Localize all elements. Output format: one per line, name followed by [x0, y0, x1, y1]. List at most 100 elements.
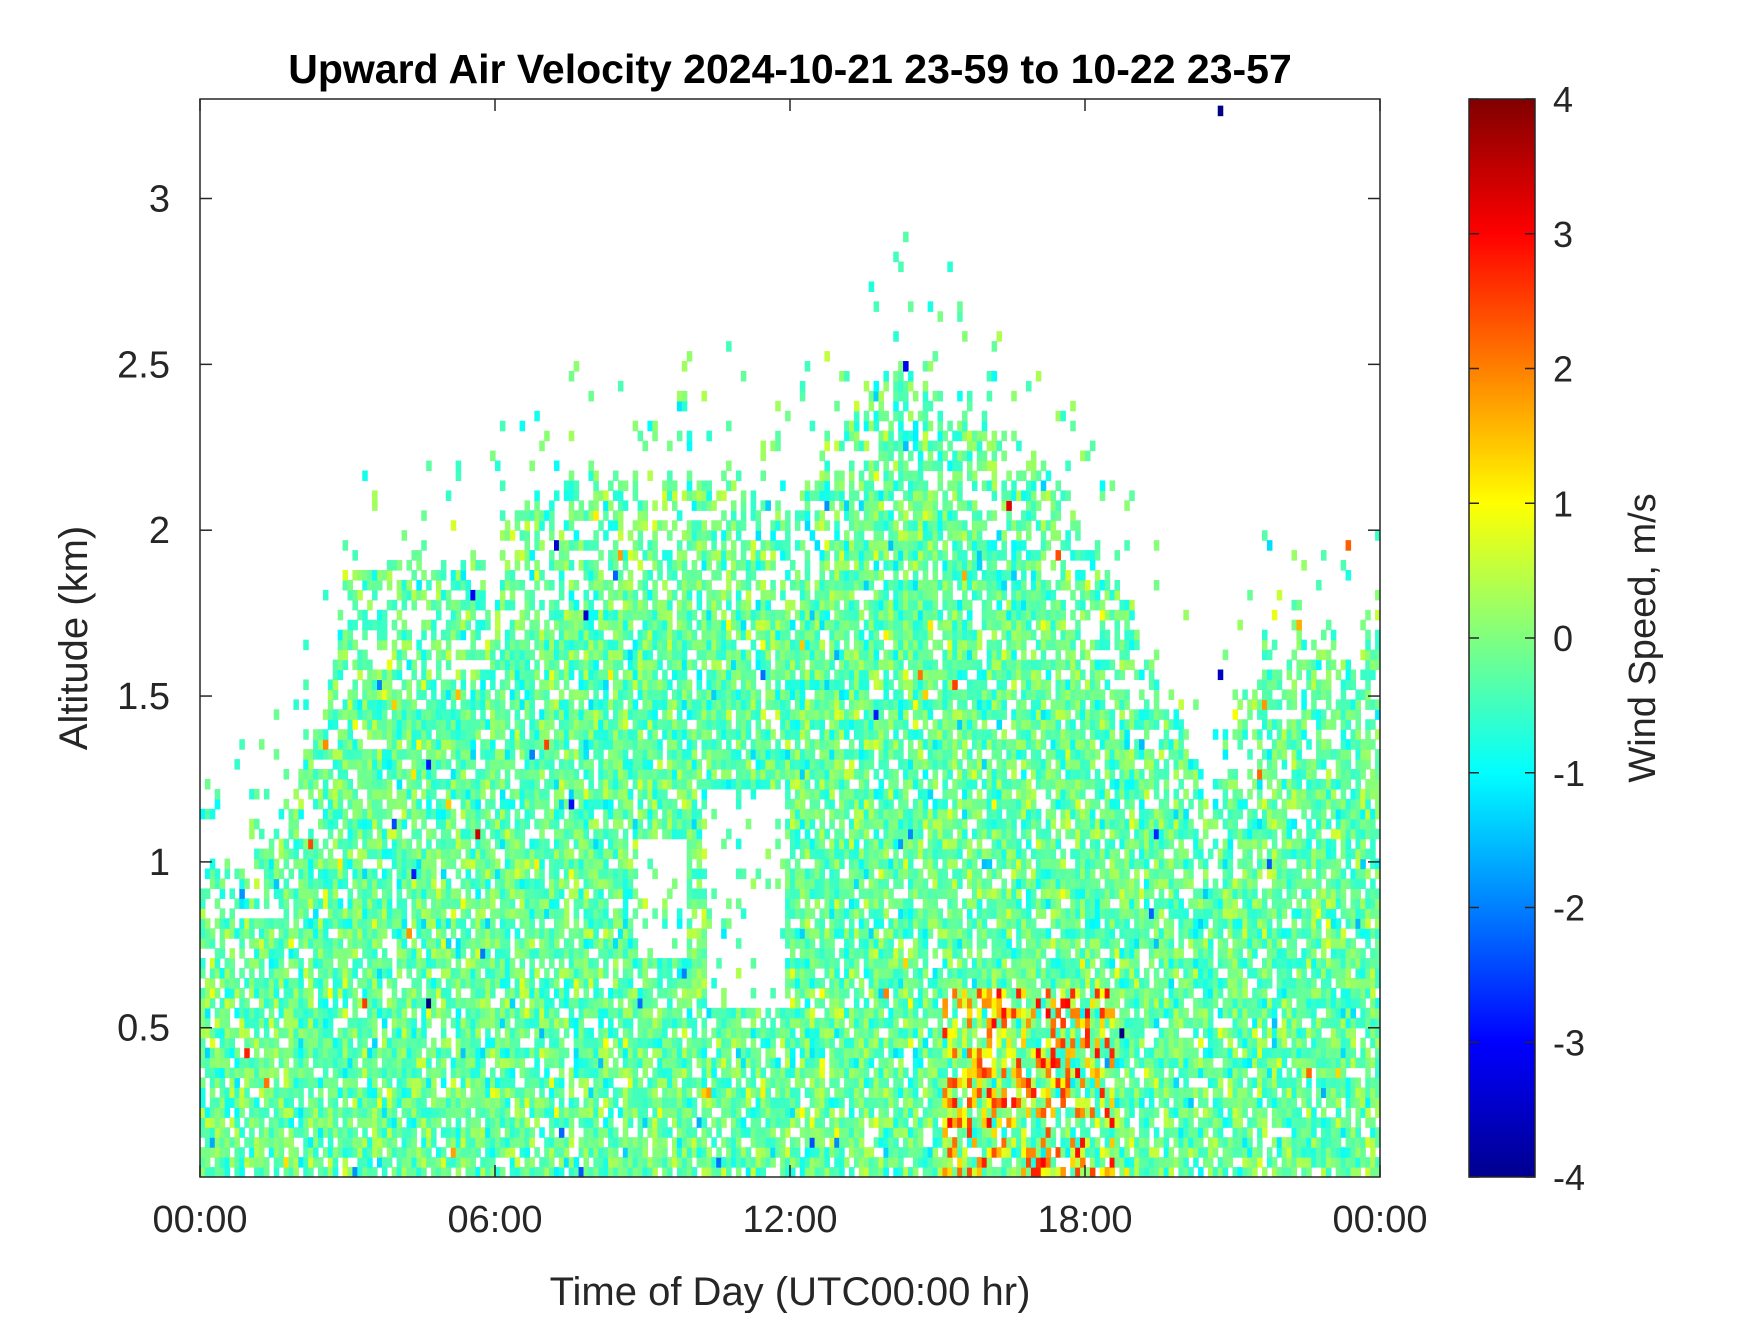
heatmap-cell: [554, 669, 560, 681]
heatmap-cell: [362, 649, 368, 661]
heatmap-cell: [529, 689, 535, 700]
heatmap-cell: [721, 649, 727, 661]
heatmap-cell: [391, 769, 398, 780]
heatmap-cell: [332, 1007, 339, 1019]
heatmap-cell: [386, 570, 393, 581]
heatmap-cell: [406, 560, 413, 571]
heatmap-cell: [686, 1127, 693, 1138]
heatmap-cell: [647, 987, 653, 999]
heatmap-cell: [470, 938, 476, 949]
heatmap-cell: [524, 639, 531, 651]
heatmap-cell: [667, 649, 673, 661]
heatmap-cell: [495, 1167, 501, 1178]
heatmap-cell: [509, 1117, 516, 1128]
heatmap-cell: [431, 788, 437, 800]
heatmap-cell: [224, 1167, 231, 1178]
heatmap-cell: [214, 898, 221, 909]
heatmap-cell: [455, 599, 462, 611]
heatmap-cell: [544, 838, 550, 850]
heatmap-cell: [716, 679, 722, 691]
heatmap-cell: [568, 729, 575, 740]
heatmap-cell: [672, 1097, 678, 1108]
heatmap-cell: [337, 838, 344, 850]
heatmap-cell: [613, 1027, 619, 1039]
heatmap-cell: [647, 719, 653, 730]
heatmap-cell: [554, 918, 560, 929]
heatmap-cell: [534, 609, 540, 621]
heatmap-cell: [490, 977, 496, 989]
heatmap-cell: [681, 579, 688, 591]
heatmap-cell: [332, 1067, 339, 1079]
heatmap-cell: [337, 1007, 344, 1019]
heatmap-cell: [544, 1067, 550, 1079]
heatmap-cell: [549, 908, 555, 919]
heatmap-cell: [229, 918, 236, 929]
heatmap-cell: [745, 570, 752, 581]
heatmap-cell: [367, 918, 373, 929]
heatmap-cell: [701, 560, 708, 571]
heatmap-cell: [603, 669, 609, 681]
heatmap-cell: [608, 1127, 614, 1138]
heatmap-cell: [504, 1117, 511, 1128]
heatmap-cell: [401, 599, 408, 611]
heatmap-cell: [622, 788, 629, 800]
heatmap-cell: [529, 987, 535, 999]
heatmap-cell: [219, 938, 226, 949]
heatmap-cell: [563, 898, 570, 909]
heatmap-cell: [534, 987, 540, 999]
heatmap-cell: [578, 560, 585, 571]
heatmap-cell: [475, 868, 481, 880]
heatmap-cell: [352, 997, 358, 1009]
heatmap-cell: [583, 619, 590, 631]
heatmap-cell: [514, 908, 521, 919]
heatmap-cell: [686, 739, 693, 750]
heatmap-cell: [544, 1027, 550, 1039]
heatmap-cell: [603, 510, 609, 521]
heatmap-cell: [608, 759, 614, 770]
heatmap-cell: [244, 1027, 250, 1039]
heatmap-cell: [588, 649, 594, 661]
heatmap-cell: [613, 1137, 619, 1148]
heatmap-cell: [214, 1097, 221, 1108]
heatmap-cell: [377, 1117, 383, 1128]
heatmap-cell: [667, 550, 673, 561]
heatmap-cell: [421, 689, 427, 700]
heatmap-cell: [696, 858, 703, 870]
heatmap-cell: [701, 709, 708, 720]
heatmap-cell: [495, 818, 501, 830]
heatmap-cell: [209, 928, 216, 939]
heatmap-cell: [239, 1097, 245, 1108]
heatmap-cell: [598, 1167, 604, 1178]
heatmap-cell: [499, 649, 506, 661]
heatmap-cell: [652, 977, 658, 989]
heatmap-cell: [622, 808, 629, 820]
heatmap-cell: [332, 778, 339, 790]
heatmap-cell: [544, 1147, 550, 1158]
heatmap-cell: [259, 1037, 265, 1049]
heatmap-cell: [608, 520, 614, 531]
heatmap-cell: [440, 1107, 447, 1118]
heatmap-cell: [239, 878, 245, 890]
heatmap-cell: [499, 659, 506, 671]
heatmap-cell: [544, 719, 550, 730]
heatmap-cell: [318, 798, 324, 810]
heatmap-cell: [490, 749, 496, 760]
heatmap-cell: [642, 788, 649, 800]
heatmap-cell: [421, 1137, 427, 1148]
heatmap-cell: [549, 878, 555, 890]
heatmap-cell: [421, 1107, 427, 1118]
heatmap-cell: [445, 808, 452, 820]
heatmap-cell: [696, 868, 703, 880]
heatmap-cell: [268, 1087, 275, 1098]
heatmap-cell: [490, 888, 496, 899]
heatmap-cell: [554, 599, 560, 611]
heatmap-cell: [455, 868, 462, 880]
heatmap-cell: [637, 987, 644, 999]
heatmap-cell: [337, 1067, 344, 1079]
heatmap-cell: [200, 1037, 206, 1049]
heatmap-cell: [578, 759, 585, 770]
heatmap-cell: [676, 1117, 683, 1128]
heatmap-cell: [288, 848, 295, 860]
heatmap-cell: [224, 918, 231, 929]
heatmap-cell: [598, 669, 604, 681]
